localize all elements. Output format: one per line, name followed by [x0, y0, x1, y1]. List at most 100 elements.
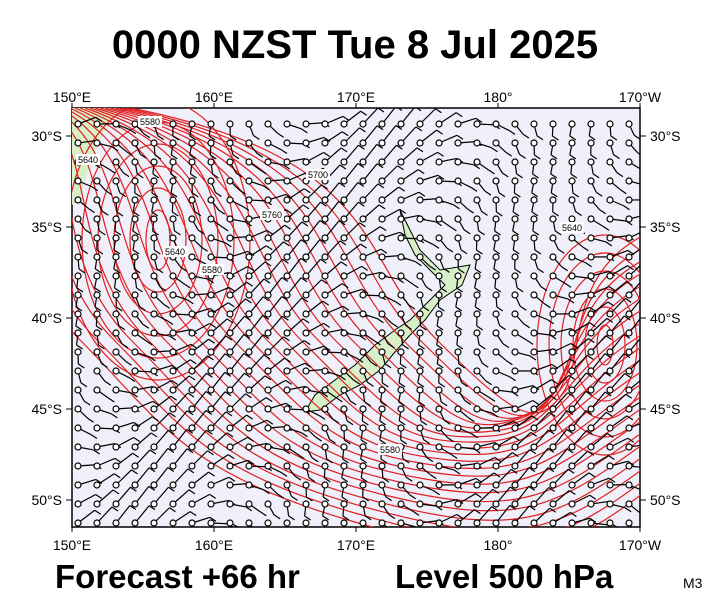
- contour-label-box: [378, 444, 402, 455]
- barb-feather: [470, 186, 478, 192]
- lon-label-bottom: 170°E: [337, 537, 375, 553]
- barb-staff: [552, 410, 568, 429]
- barb-staff: [191, 410, 207, 429]
- barb-feather: [478, 230, 485, 236]
- barb-feather: [498, 192, 506, 198]
- barb-station: [283, 215, 291, 223]
- barb-station: [359, 348, 367, 356]
- barb-station: [359, 405, 367, 413]
- barb-station: [74, 120, 82, 128]
- barb-feather: [438, 306, 445, 312]
- barb-staff: [191, 429, 207, 448]
- barb-feather: [132, 249, 140, 255]
- barb-staff: [267, 315, 283, 334]
- barb-station: [511, 120, 519, 128]
- barb-feather: [76, 287, 84, 293]
- barb-feather: [148, 505, 156, 511]
- barb-station: [492, 462, 500, 470]
- barb-station: [549, 139, 557, 147]
- barb-feather: [418, 401, 426, 407]
- barb-staff: [324, 182, 340, 201]
- barb-station: [568, 177, 576, 185]
- contour-label-box: [306, 169, 330, 180]
- barb-staff: [153, 412, 170, 429]
- barb-station: [416, 443, 424, 451]
- barb-station: [454, 481, 462, 489]
- barb-feather: [528, 467, 536, 473]
- barb-station: [587, 291, 595, 299]
- barb-feather: [440, 287, 447, 293]
- barb-station: [188, 405, 196, 413]
- barb-staff: [248, 334, 264, 353]
- barb-feather: [280, 471, 288, 477]
- barb-station: [283, 291, 291, 299]
- barb-feather: [378, 204, 386, 210]
- barb-feather: [101, 210, 109, 216]
- barb-station: [511, 215, 519, 223]
- barb-staff: [210, 353, 226, 372]
- barb-feather: [357, 181, 365, 187]
- barb-station: [283, 519, 291, 527]
- barb-feather: [513, 436, 520, 442]
- barb-feather: [263, 278, 271, 284]
- barb-staff: [609, 353, 625, 372]
- barb-feather: [582, 246, 589, 252]
- barb-feather: [398, 186, 405, 192]
- barb-station: [568, 139, 576, 147]
- barb-feather: [494, 457, 502, 463]
- barb-feather: [506, 360, 513, 366]
- barb-feather: [437, 151, 444, 157]
- barb-feather: [540, 286, 548, 292]
- barb-station: [264, 481, 272, 489]
- barb-feather: [624, 297, 632, 303]
- barb-station: [74, 519, 82, 527]
- barb-feather: [329, 438, 336, 444]
- barb-feather: [430, 474, 437, 480]
- barb-feather: [94, 509, 102, 515]
- barb-feather: [126, 151, 133, 157]
- barb-feather: [104, 380, 112, 386]
- barb-station: [416, 367, 424, 375]
- barb-feather: [273, 514, 281, 520]
- barb-staff: [609, 297, 626, 315]
- barb-feather: [94, 287, 102, 293]
- barb-station: [245, 177, 253, 185]
- barb-feather: [623, 205, 630, 211]
- barb-feather: [569, 358, 577, 364]
- barb-feather: [263, 185, 270, 191]
- barb-station: [150, 367, 158, 375]
- barb-station: [131, 215, 139, 223]
- barb-station: [302, 367, 310, 375]
- barb-station: [511, 291, 519, 299]
- barb-staff: [248, 278, 265, 296]
- barb-feather: [247, 266, 254, 272]
- barb-feather: [235, 172, 243, 178]
- barb-station: [74, 215, 82, 223]
- barb-feather: [256, 152, 264, 158]
- barb-station: [435, 234, 443, 242]
- barb-station: [473, 329, 481, 337]
- barb-station: [93, 272, 101, 280]
- barb-station: [587, 196, 595, 204]
- barb-staff: [96, 506, 113, 524]
- barb-station: [283, 272, 291, 280]
- barb-station: [397, 177, 405, 185]
- barb-station: [397, 462, 405, 470]
- barb-feather: [379, 439, 387, 445]
- barb-staff: [343, 127, 360, 144]
- barb-feather: [429, 265, 437, 271]
- barb-station: [112, 253, 120, 261]
- barb-feather: [212, 173, 219, 179]
- barb-station: [245, 424, 253, 432]
- barb-feather: [189, 359, 197, 365]
- barb-station: [454, 215, 462, 223]
- barb-station: [226, 253, 234, 261]
- lat-label-left: 35°S: [31, 219, 62, 235]
- barb-station: [530, 386, 538, 394]
- barb-feather: [491, 147, 498, 153]
- barb-station: [226, 348, 234, 356]
- barb-station: [131, 310, 139, 318]
- lat-label-right: 45°S: [650, 401, 681, 417]
- barb-station: [625, 348, 633, 356]
- barb-feather: [191, 192, 199, 198]
